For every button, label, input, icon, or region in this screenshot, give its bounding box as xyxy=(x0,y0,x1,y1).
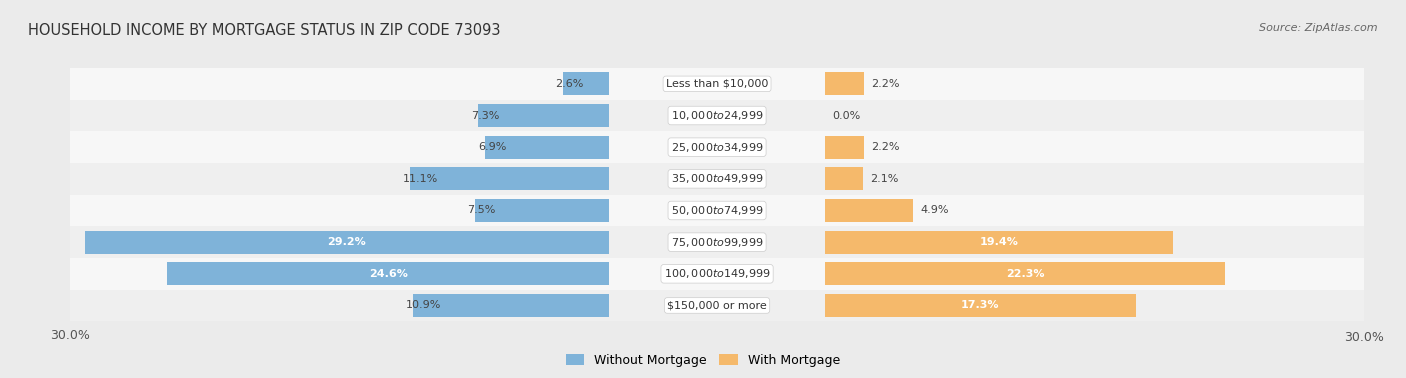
Bar xyxy=(167,262,609,285)
Text: 22.3%: 22.3% xyxy=(1005,269,1045,279)
Bar xyxy=(609,290,825,321)
Text: 17.3%: 17.3% xyxy=(962,301,1000,310)
Bar xyxy=(609,132,825,163)
Text: 2.2%: 2.2% xyxy=(872,142,900,152)
Text: 29.2%: 29.2% xyxy=(328,237,367,247)
Text: $75,000 to $99,999: $75,000 to $99,999 xyxy=(671,235,763,249)
Bar xyxy=(70,290,609,321)
Bar xyxy=(825,136,865,159)
Bar xyxy=(84,231,609,254)
Text: 11.1%: 11.1% xyxy=(402,174,437,184)
Bar xyxy=(825,167,863,190)
Bar xyxy=(825,163,1364,195)
Text: 7.5%: 7.5% xyxy=(467,206,496,215)
Bar xyxy=(70,163,609,195)
Bar xyxy=(562,73,609,95)
Bar xyxy=(825,132,1364,163)
Bar xyxy=(609,258,825,290)
Bar xyxy=(413,294,609,317)
Bar xyxy=(825,294,1136,317)
Text: 0.0%: 0.0% xyxy=(832,110,860,121)
Text: $35,000 to $49,999: $35,000 to $49,999 xyxy=(671,172,763,185)
Text: 2.2%: 2.2% xyxy=(872,79,900,89)
Text: 4.9%: 4.9% xyxy=(920,206,949,215)
Bar xyxy=(70,258,609,290)
Bar xyxy=(825,195,1364,226)
Bar xyxy=(411,167,609,190)
Bar xyxy=(70,68,609,100)
Text: 2.1%: 2.1% xyxy=(870,174,898,184)
Text: 19.4%: 19.4% xyxy=(980,237,1018,247)
Bar xyxy=(70,226,609,258)
Bar xyxy=(825,73,865,95)
Bar xyxy=(825,290,1364,321)
Bar xyxy=(70,132,609,163)
Text: Less than $10,000: Less than $10,000 xyxy=(666,79,768,89)
Text: 10.9%: 10.9% xyxy=(406,301,441,310)
Bar xyxy=(609,163,825,195)
Bar xyxy=(609,226,825,258)
Bar xyxy=(825,262,1226,285)
Bar xyxy=(825,231,1174,254)
Text: $25,000 to $34,999: $25,000 to $34,999 xyxy=(671,141,763,154)
Bar xyxy=(70,195,609,226)
Bar xyxy=(475,199,609,222)
Text: $150,000 or more: $150,000 or more xyxy=(668,301,766,310)
Text: Source: ZipAtlas.com: Source: ZipAtlas.com xyxy=(1260,23,1378,33)
Bar xyxy=(825,100,1364,132)
Text: $10,000 to $24,999: $10,000 to $24,999 xyxy=(671,109,763,122)
Text: $50,000 to $74,999: $50,000 to $74,999 xyxy=(671,204,763,217)
Text: 7.3%: 7.3% xyxy=(471,110,499,121)
Bar xyxy=(609,68,825,100)
Text: $100,000 to $149,999: $100,000 to $149,999 xyxy=(664,267,770,280)
Bar xyxy=(825,68,1364,100)
Text: 2.6%: 2.6% xyxy=(555,79,583,89)
Bar xyxy=(825,199,912,222)
Bar xyxy=(609,195,825,226)
Bar xyxy=(478,104,609,127)
Bar xyxy=(485,136,609,159)
Text: 24.6%: 24.6% xyxy=(368,269,408,279)
Bar xyxy=(825,226,1364,258)
Text: HOUSEHOLD INCOME BY MORTGAGE STATUS IN ZIP CODE 73093: HOUSEHOLD INCOME BY MORTGAGE STATUS IN Z… xyxy=(28,23,501,38)
Bar xyxy=(609,100,825,132)
Bar xyxy=(825,258,1364,290)
Legend: Without Mortgage, With Mortgage: Without Mortgage, With Mortgage xyxy=(561,349,845,372)
Bar xyxy=(70,100,609,132)
Text: 6.9%: 6.9% xyxy=(478,142,506,152)
